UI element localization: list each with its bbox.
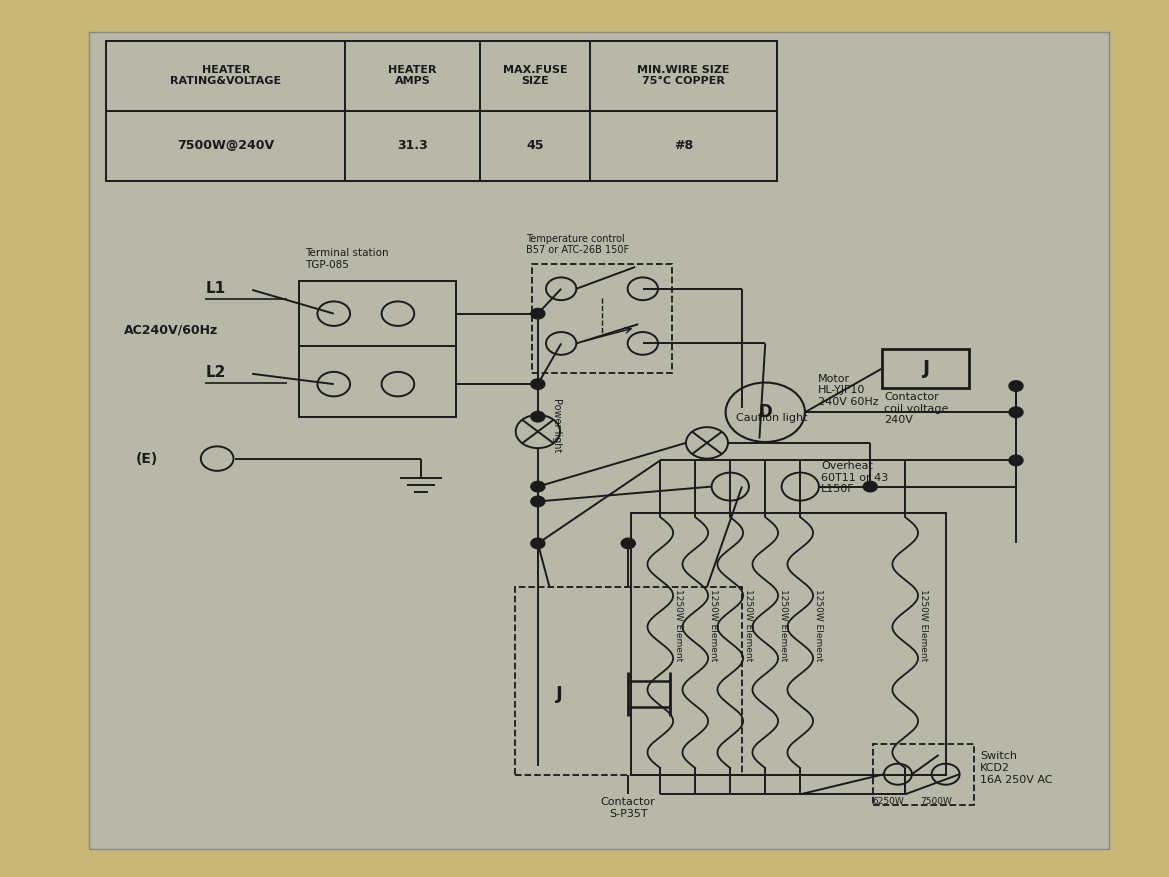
Text: HEATER
AMPS: HEATER AMPS (388, 65, 437, 87)
Circle shape (531, 309, 545, 319)
Text: Contactor
coil voltage
240V: Contactor coil voltage 240V (884, 392, 948, 425)
Text: Overheat
60T11 or 43
L150F: Overheat 60T11 or 43 L150F (822, 461, 888, 495)
Circle shape (531, 496, 545, 507)
Text: D: D (759, 403, 773, 421)
Text: MIN.WIRE SIZE
75°C COPPER: MIN.WIRE SIZE 75°C COPPER (637, 65, 729, 87)
Text: 1250W Element: 1250W Element (919, 589, 928, 661)
Text: J: J (922, 359, 929, 378)
Circle shape (531, 379, 545, 389)
Text: 31.3: 31.3 (397, 139, 428, 152)
Text: Motor
HL-YJF10
240V 60Hz: Motor HL-YJF10 240V 60Hz (818, 374, 878, 407)
Circle shape (621, 538, 635, 549)
Text: 7500W@240V: 7500W@240V (178, 139, 275, 152)
Bar (299, 282, 456, 417)
Text: MAX.FUSE
SIZE: MAX.FUSE SIZE (503, 65, 567, 87)
Circle shape (1009, 381, 1023, 391)
Text: HEATER
RATING&VOLTAGE: HEATER RATING&VOLTAGE (171, 65, 282, 87)
Text: Temperature control
B57 or ATC-26B 150F: Temperature control B57 or ATC-26B 150F (526, 233, 629, 255)
Text: 1250W Element: 1250W Element (780, 589, 788, 661)
Text: 45: 45 (526, 139, 544, 152)
Bar (106, 40, 777, 181)
Bar (631, 513, 946, 775)
Text: AC240V/60Hz: AC240V/60Hz (124, 324, 219, 337)
Bar (532, 264, 672, 373)
Text: 1250W Element: 1250W Element (710, 589, 718, 661)
Circle shape (1009, 455, 1023, 466)
Bar (514, 587, 742, 775)
Circle shape (863, 481, 877, 492)
Text: Contactor
S-P35T: Contactor S-P35T (601, 797, 656, 818)
Text: Terminal station
TGP-085: Terminal station TGP-085 (305, 248, 388, 270)
Text: L2: L2 (206, 365, 226, 380)
Text: Switch
KCD2
16A 250V AC: Switch KCD2 16A 250V AC (980, 752, 1052, 785)
Text: Power light: Power light (552, 398, 562, 453)
Text: 1250W Element: 1250W Element (745, 589, 753, 661)
Text: 1250W Element: 1250W Element (675, 589, 684, 661)
Bar (881, 349, 969, 388)
Text: L1: L1 (206, 281, 226, 296)
Circle shape (1009, 407, 1023, 417)
Text: #8: #8 (675, 139, 693, 152)
Text: Caution light: Caution light (736, 413, 808, 424)
Bar (872, 744, 974, 805)
Text: (E): (E) (136, 452, 158, 466)
Text: J: J (555, 685, 562, 703)
Bar (89, 32, 1109, 850)
Text: 7500W: 7500W (920, 797, 953, 806)
Circle shape (531, 411, 545, 422)
Circle shape (531, 481, 545, 492)
Circle shape (531, 538, 545, 549)
Text: 1250W Element: 1250W Element (815, 589, 823, 661)
Text: 6250W: 6250W (873, 797, 905, 806)
